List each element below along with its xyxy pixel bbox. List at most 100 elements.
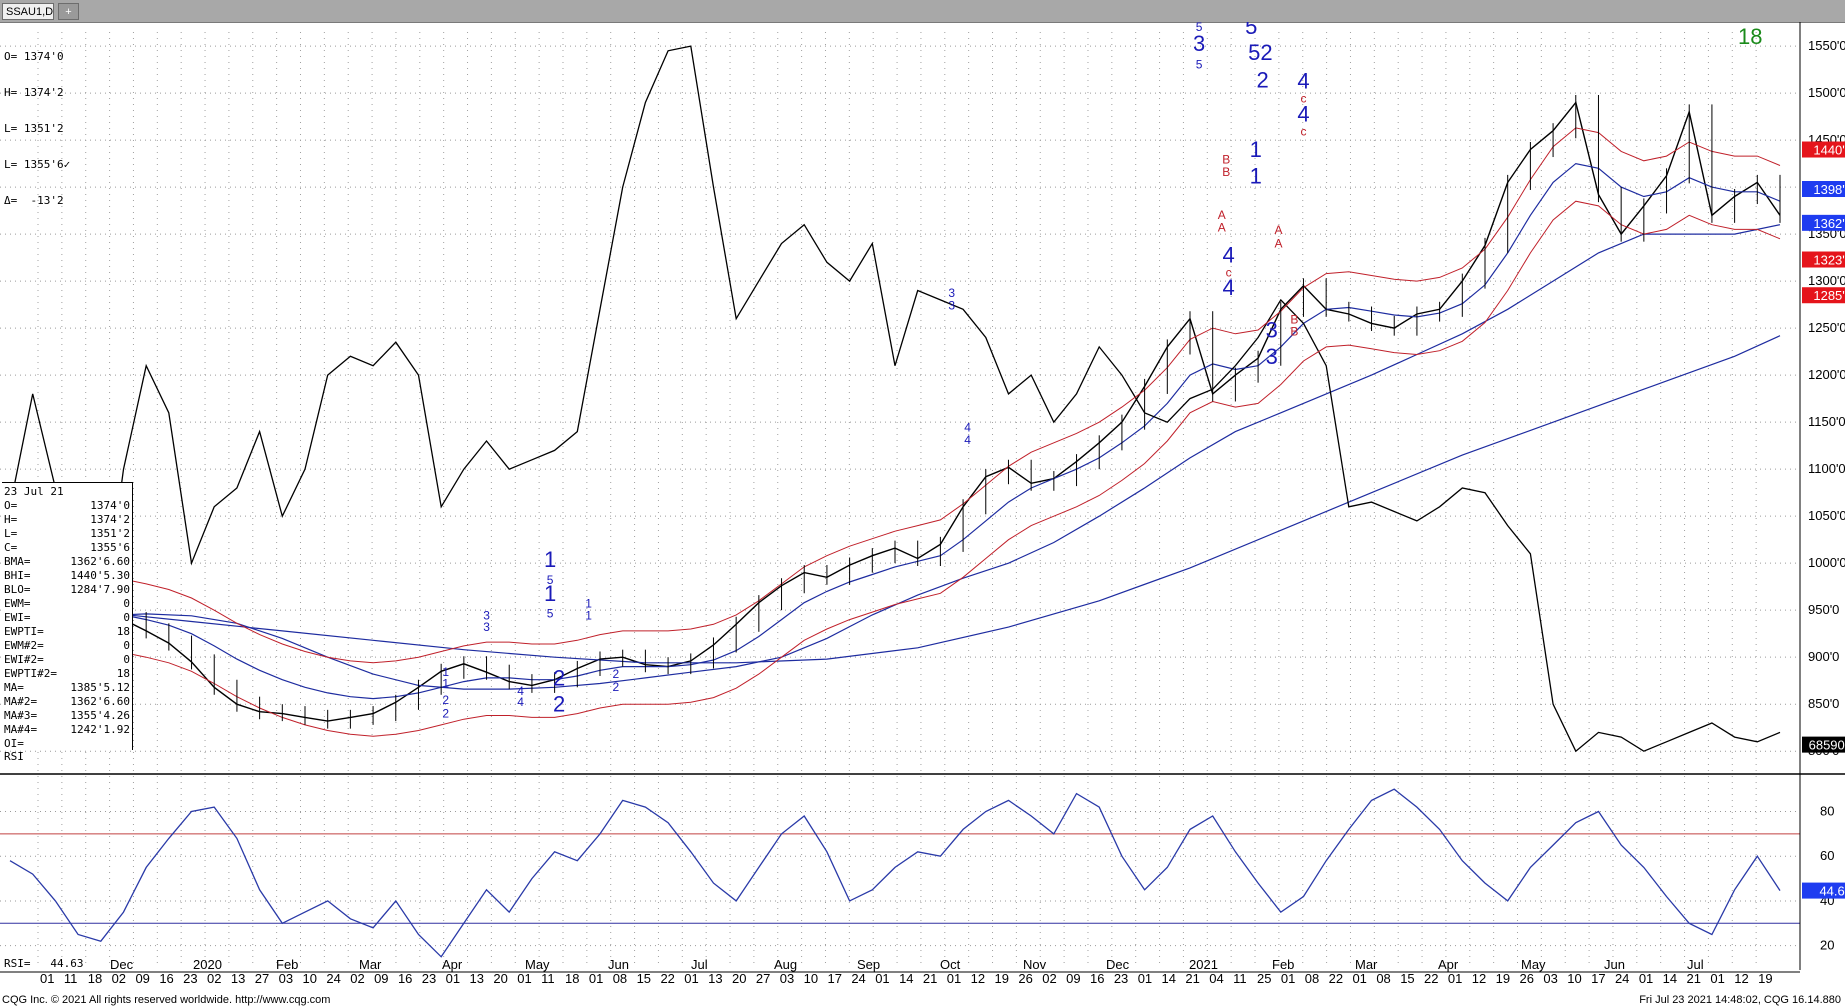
x-day-label: 12 bbox=[971, 971, 985, 986]
wave-label: 2 bbox=[442, 706, 449, 720]
x-day-label: 22 bbox=[660, 971, 674, 986]
x-day-label: 12 bbox=[1472, 971, 1486, 986]
x-month-label: May bbox=[525, 957, 550, 972]
info-box-value: 1385'5.12 bbox=[70, 681, 130, 694]
info-box-row: EWPTI= 18 bbox=[4, 625, 130, 639]
price-badge-label: 685901 bbox=[1809, 738, 1845, 753]
info-box-key: C= bbox=[4, 541, 18, 554]
info-box-row: O= 1374'0 bbox=[4, 499, 130, 513]
rsi-series-group bbox=[9, 788, 1781, 958]
wave-count-indicator: 18 bbox=[1738, 24, 1763, 49]
y-tick-label: 1100'0 bbox=[1808, 461, 1845, 476]
wave-label: 2 bbox=[613, 680, 620, 694]
y-tick-label: 900'0 bbox=[1808, 649, 1839, 664]
x-day-label: 19 bbox=[1496, 971, 1510, 986]
x-day-label: 17 bbox=[827, 971, 841, 986]
wave-label: 2 bbox=[553, 692, 565, 717]
x-day-label: 14 bbox=[1663, 971, 1677, 986]
wave-label: 4 bbox=[1297, 68, 1309, 93]
info-box-row: EWM#2= 0 bbox=[4, 639, 130, 653]
wave-label: 4 bbox=[964, 421, 971, 435]
wave-label: 1 bbox=[1250, 137, 1262, 162]
x-month-label: Apr bbox=[1438, 957, 1459, 972]
info-box: 23 Jul 21 O= 1374'0 H= 1374'2 L= 1351'2 C= 1355'… bbox=[2, 482, 133, 750]
wave-label: 3 bbox=[1266, 344, 1278, 369]
info-box-key: EWM#2= bbox=[4, 639, 44, 652]
info-box-value: 0 bbox=[123, 639, 130, 652]
wave-label: c bbox=[1300, 124, 1306, 138]
x-day-label: 10 bbox=[302, 971, 316, 986]
x-day-label: 09 bbox=[1066, 971, 1080, 986]
x-month-label: Feb bbox=[1272, 957, 1294, 972]
add-tab-button[interactable]: + bbox=[58, 3, 79, 20]
info-box-key: EWPTI#2= bbox=[4, 667, 57, 680]
wave-label: 5 bbox=[1245, 22, 1257, 39]
price-badge bbox=[1802, 214, 1845, 231]
rsi-tick-label: 60 bbox=[1820, 848, 1834, 863]
price-badge bbox=[1802, 251, 1845, 268]
x-month-label: Jun bbox=[1604, 957, 1625, 972]
wave-label: 5 bbox=[547, 573, 554, 587]
x-day-label: 27 bbox=[756, 971, 770, 986]
wave-label: 4 bbox=[1297, 101, 1309, 126]
x-month-label: Sep bbox=[857, 957, 880, 972]
x-day-label: 01 bbox=[517, 971, 531, 986]
wave-label: 52 bbox=[1248, 40, 1272, 65]
wave-label: 5 bbox=[547, 607, 554, 621]
price-badge-label: 44.63 bbox=[1819, 884, 1845, 899]
info-box-value: 1362'6.60 bbox=[70, 555, 130, 568]
x-day-label: 03 bbox=[1543, 971, 1557, 986]
info-box-key: EWPTI= bbox=[4, 625, 44, 638]
x-day-label: 17 bbox=[1591, 971, 1605, 986]
x-day-label: 20 bbox=[493, 971, 507, 986]
x-day-label: 15 bbox=[1400, 971, 1414, 986]
x-month-label: Jul bbox=[1687, 957, 1704, 972]
x-day-label: 10 bbox=[1567, 971, 1581, 986]
wave-label: B bbox=[1222, 153, 1230, 167]
x-day-label: 24 bbox=[326, 971, 340, 986]
rsi-value-label: RSI= 44.63 bbox=[4, 957, 84, 970]
x-month-label: Aug bbox=[774, 957, 797, 972]
x-day-label: 11 bbox=[1233, 971, 1247, 986]
y-tick-label: 1300'0 bbox=[1808, 273, 1845, 288]
info-box-value: 0 bbox=[123, 597, 130, 610]
x-day-label: 21 bbox=[1687, 971, 1701, 986]
x-month-label: Jul bbox=[691, 957, 708, 972]
price-badge bbox=[1802, 287, 1845, 304]
x-day-label: 09 bbox=[374, 971, 388, 986]
y-tick-label: 1250'0 bbox=[1808, 320, 1845, 335]
timestamp-text: Fri Jul 23 2021 14:48:02, CQG 16.14.880 bbox=[1639, 994, 1841, 1006]
x-month-label: Dec bbox=[110, 957, 134, 972]
y-tick-label: 1500'0 bbox=[1808, 85, 1845, 100]
tab-chart-symbol[interactable]: SSAU1,D bbox=[2, 3, 54, 20]
info-box-row: BLO= 1284'7.90 bbox=[4, 583, 130, 597]
info-box-date: 23 Jul 21 bbox=[4, 485, 64, 498]
wave-label: 1 bbox=[585, 596, 592, 610]
y-tick-label: 1050'0 bbox=[1808, 508, 1845, 523]
price-badge bbox=[1802, 141, 1845, 158]
price-series-group bbox=[9, 45, 1781, 753]
chart-canvas[interactable]: 3311224415151122223344535552211BBAA4c44c… bbox=[0, 22, 1845, 990]
x-day-label: 18 bbox=[88, 971, 102, 986]
info-box-row: EWPTI#2= 18 bbox=[4, 667, 130, 681]
x-day-label: 14 bbox=[899, 971, 913, 986]
y-tick-label: 1000'0 bbox=[1808, 555, 1845, 570]
rsi-tick-label: 80 bbox=[1820, 804, 1834, 819]
price-badge-label: 1440'5 bbox=[1813, 143, 1845, 158]
price-badge bbox=[1802, 882, 1845, 899]
x-month-label: Oct bbox=[940, 957, 961, 972]
x-day-label: 24 bbox=[851, 971, 865, 986]
x-day-label: 14 bbox=[1162, 971, 1176, 986]
wave-label: 1 bbox=[442, 665, 449, 679]
wave-label: 3 bbox=[483, 620, 490, 634]
x-day-label: 20 bbox=[732, 971, 746, 986]
info-box-value: 0 bbox=[123, 653, 130, 666]
rsi-line bbox=[9, 788, 1781, 958]
x-day-label: 01 bbox=[589, 971, 603, 986]
info-box-key: MA#3= bbox=[4, 709, 38, 722]
info-box-value: 0 bbox=[123, 611, 130, 624]
x-day-label: 24 bbox=[1615, 971, 1629, 986]
info-box-key: MA#2= bbox=[4, 695, 38, 708]
wave-label: 4 bbox=[517, 695, 524, 709]
x-day-label: 26 bbox=[1018, 971, 1032, 986]
